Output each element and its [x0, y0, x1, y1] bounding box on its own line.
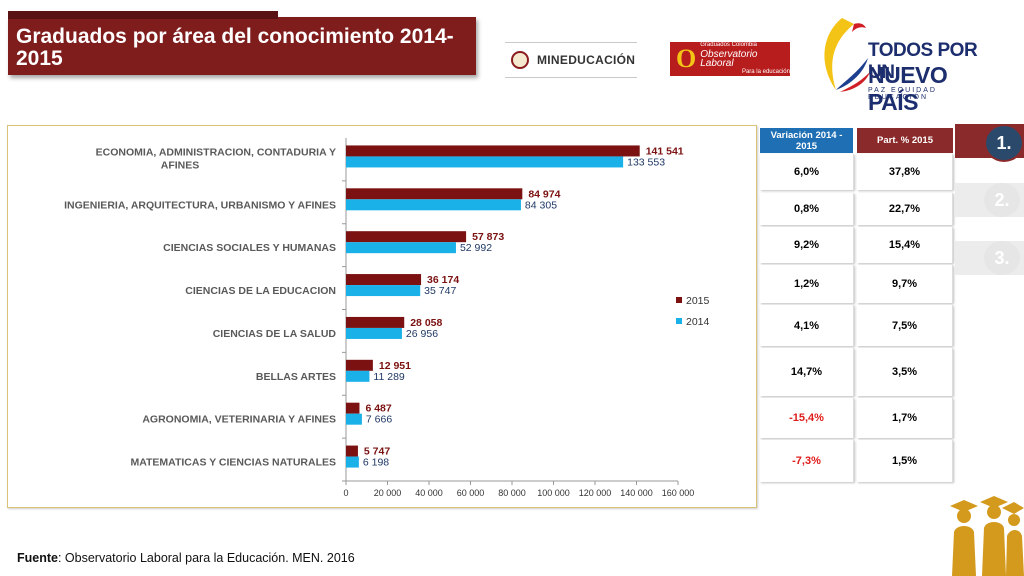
- bar-2014: [346, 285, 421, 297]
- ole-line3: Para la educación: [741, 69, 790, 75]
- colombia-seal-icon: [511, 51, 529, 69]
- table-cell-participacion: 9,7%: [857, 265, 953, 303]
- data-label-2015: 12 951: [379, 360, 411, 372]
- bar-2014: [346, 370, 370, 382]
- bar-2014: [346, 413, 362, 425]
- observatorio-laboral-logo: O Graduados Colombia Observatorio Labora…: [670, 42, 790, 76]
- ole-line1: Graduados Colombia: [700, 42, 757, 48]
- data-label-2015: 28 058: [410, 317, 442, 329]
- x-tick-label: 100 000: [537, 488, 570, 498]
- title-banner: Graduados por área del conocimiento 2014…: [8, 11, 476, 75]
- table-cell-variacion: 9,2%: [760, 227, 854, 263]
- todos-por-un-nuevo-pais-logo: TODOS POR UN NUEVO PAÍS PAZ EQUIDAD EDUC…: [812, 14, 982, 115]
- category-label: CIENCIAS SOCIALES Y HUMANAS: [163, 242, 336, 254]
- chart-panel: 0 20 000 40 000 60 000 80 000 100 000 120 000 1…: [7, 125, 757, 508]
- x-tick-label: 20 000: [374, 488, 402, 498]
- data-label-2014: 7 666: [366, 414, 392, 426]
- x-tick-label: 60 000: [457, 488, 485, 498]
- data-label-2015: 36 174: [427, 274, 459, 286]
- table-cell-participacion: 1,5%: [857, 440, 953, 482]
- table-cell-variacion: 14,7%: [760, 348, 854, 396]
- data-label-2014: 6 198: [363, 457, 389, 469]
- title-accent-bar: [8, 11, 278, 19]
- mineducacion-logo-text: MINEDUCACIÓN: [537, 53, 636, 67]
- data-label-2014: 52 992: [460, 242, 492, 254]
- data-label-2014: 133 553: [627, 156, 665, 168]
- bar-2015: [346, 188, 523, 200]
- table-cell-participacion: 3,5%: [857, 348, 953, 396]
- legend-label-2015: 2015: [686, 295, 710, 307]
- legend-label-2014: 2014: [686, 316, 710, 328]
- legend-swatch-2015: [676, 297, 682, 303]
- bar-2014: [346, 156, 624, 168]
- table-cell-participacion: 37,8%: [857, 154, 953, 190]
- observatorio-o-icon: O: [676, 44, 697, 73]
- category-label: ECONOMIA, ADMINISTRACION, CONTADURIA Y: [96, 146, 336, 158]
- source-label: Fuente: [17, 551, 58, 565]
- section-tab-1[interactable]: 1.: [984, 124, 1024, 162]
- colombia-flag-swoosh-icon: [824, 18, 870, 92]
- table-header-participacion: Part. % 2015: [857, 128, 953, 153]
- x-tick-label: 120 000: [579, 488, 612, 498]
- table-cell-participacion: 22,7%: [857, 193, 953, 225]
- data-label-2015: 6 487: [365, 403, 391, 415]
- table-cell-participacion: 1,7%: [857, 398, 953, 438]
- bar-2014: [346, 199, 521, 211]
- category-label: CIENCIAS DE LA EDUCACION: [185, 285, 336, 297]
- gov-logo-line1: TODOS POR UN: [868, 40, 978, 83]
- data-label-2015: 5 747: [364, 446, 390, 458]
- bar-2015: [346, 274, 422, 286]
- data-label-2014: 35 747: [424, 285, 456, 297]
- section-tab-2[interactable]: 2.: [984, 183, 1020, 217]
- x-tick-label: 140 000: [620, 488, 653, 498]
- bar-2015: [346, 359, 373, 371]
- mineducacion-logo: MINEDUCACIÓN: [505, 42, 637, 78]
- table-cell-variacion: 4,1%: [760, 305, 854, 346]
- source-note: Fuente: Observatorio Laboral para la Edu…: [17, 551, 355, 565]
- category-label: MATEMATICAS Y CIENCIAS NATURALES: [130, 457, 336, 469]
- x-tick-label: 160 000: [662, 488, 695, 498]
- bar-2015: [346, 316, 405, 328]
- bar-2014: [346, 456, 359, 468]
- bar-2015: [346, 402, 360, 414]
- page-title: Graduados por área del conocimiento 2014…: [16, 25, 454, 70]
- bar-2015: [346, 445, 358, 457]
- data-label-2014: 84 305: [525, 199, 557, 211]
- table-cell-variacion: -15,4%: [760, 398, 854, 438]
- x-tick-label: 0: [343, 488, 348, 498]
- x-tick-label: 80 000: [498, 488, 526, 498]
- bar-2014: [346, 242, 456, 254]
- category-label: INGENIERIA, ARQUITECTURA, URBANISMO Y AF…: [64, 199, 336, 211]
- bar-2015: [346, 231, 467, 243]
- data-label-2014: 26 956: [406, 328, 438, 340]
- category-label: CIENCIAS DE LA SALUD: [213, 328, 337, 340]
- data-label-2015: 141 541: [646, 145, 684, 157]
- category-label: AFINES: [161, 159, 200, 171]
- ole-line2: Observatorio Laboral: [700, 49, 758, 69]
- graduates-silhouette-icon: [950, 496, 1024, 576]
- category-label: BELLAS ARTES: [256, 371, 336, 383]
- source-text: : Observatorio Laboral para la Educación…: [57, 551, 355, 565]
- gov-logo-line3: PAZ EQUIDAD EDUCACIÓN: [868, 87, 937, 101]
- category-label: AGRONOMIA, VETERINARIA Y AFINES: [142, 414, 336, 426]
- table-cell-participacion: 7,5%: [857, 305, 953, 346]
- table-header-variacion: Variación 2014 - 2015: [760, 128, 853, 153]
- table-cell-variacion: -7,3%: [760, 440, 854, 482]
- table-cell-participacion: 15,4%: [857, 227, 953, 263]
- bar-2015: [346, 145, 640, 157]
- bar-2014: [346, 327, 402, 339]
- x-tick-label: 40 000: [415, 488, 443, 498]
- legend-swatch-2014: [676, 318, 682, 324]
- data-label-2015: 84 974: [528, 188, 560, 200]
- table-cell-variacion: 6,0%: [760, 154, 854, 190]
- data-label-2015: 57 873: [472, 231, 504, 243]
- table-cell-variacion: 0,8%: [760, 193, 854, 225]
- data-label-2014: 11 289: [373, 371, 404, 383]
- section-tab-3[interactable]: 3.: [984, 241, 1020, 275]
- graduates-bar-chart: 0 20 000 40 000 60 000 80 000 100 000 120 000 1…: [64, 138, 710, 498]
- gov-logo-line2: NUEVO PAÍS: [868, 62, 948, 115]
- table-cell-variacion: 1,2%: [760, 265, 854, 303]
